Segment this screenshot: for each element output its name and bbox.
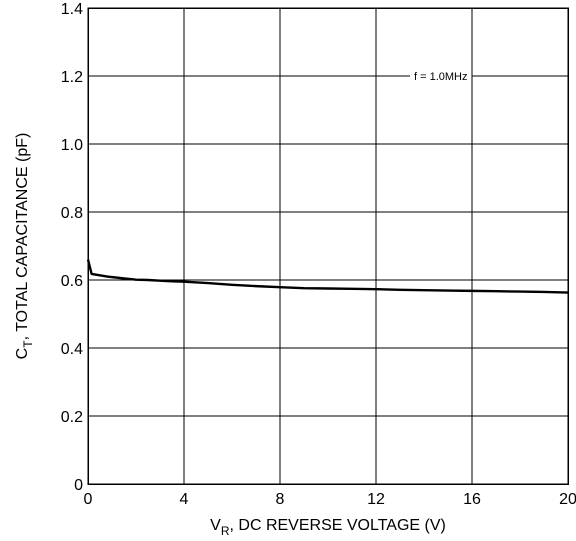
- x-axis-label-main: V: [210, 517, 221, 534]
- y-tick-label: 0: [74, 477, 83, 494]
- x-tick-label: 20: [559, 491, 576, 508]
- y-axis-label-rest: , TOTAL CAPACITANCE (pF): [14, 133, 31, 341]
- x-axis-label: VR, DC REVERSE VOLTAGE (V): [210, 517, 446, 538]
- x-tick-label: 0: [84, 491, 93, 508]
- y-tick-label: 0.6: [61, 273, 83, 290]
- annotation-background: [410, 70, 472, 84]
- y-tick-label: 0.2: [61, 409, 83, 426]
- y-axis-label: CT, TOTAL CAPACITANCE (pF): [14, 133, 35, 360]
- annotation-label: f = 1.0MHz: [414, 71, 468, 83]
- y-tick-label: 1.0: [61, 137, 83, 154]
- x-axis-label-subscript: R: [221, 524, 230, 538]
- x-tick-label: 16: [463, 491, 481, 508]
- y-tick-label: 0.4: [61, 341, 83, 358]
- series-layer: [86, 259, 569, 294]
- y-tick-label: 0.8: [61, 205, 83, 222]
- y-axis-label-main: C: [14, 348, 31, 360]
- plot-frame: [87, 7, 569, 485]
- frequency-annotation: f = 1.0MHz: [410, 70, 472, 84]
- x-axis-label-rest: , DC REVERSE VOLTAGE (V): [230, 517, 446, 534]
- y-tick-label: 1.2: [61, 69, 83, 86]
- y-tick-label: 1.4: [61, 1, 83, 18]
- capacitance-curve: [86, 259, 569, 294]
- grid: [87, 7, 569, 485]
- x-tick-label: 4: [180, 491, 189, 508]
- tick-labels: 0 4 8 12 16 20 0 0.2 0.4 0.6 0.8 1.0 1.2 1.4: [61, 1, 576, 508]
- y-axis-label-subscript: T: [21, 340, 35, 348]
- x-tick-label: 8: [276, 491, 285, 508]
- x-tick-label: 12: [367, 491, 385, 508]
